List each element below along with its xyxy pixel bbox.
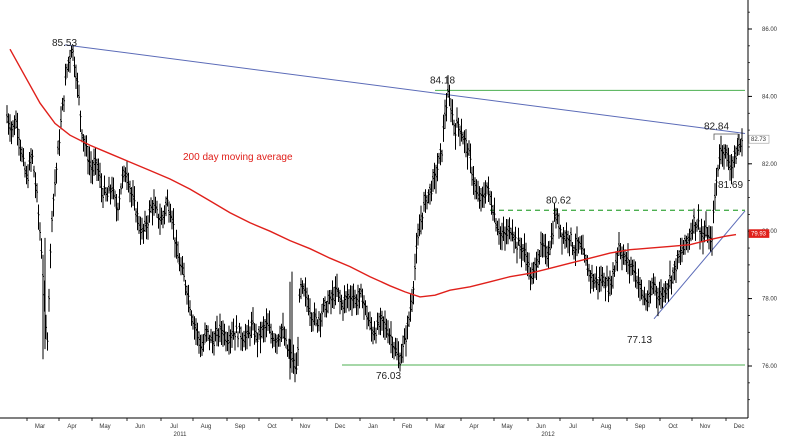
x-tick-label-9: Dec	[335, 424, 346, 430]
last-value-text-0: 82.73	[751, 137, 767, 143]
price-annotation-0: 85.53	[52, 38, 77, 49]
x-tick-label-13: Apr	[469, 424, 478, 430]
price-annotation-5: 77.13	[627, 335, 652, 346]
trendlines	[64, 44, 746, 320]
price-bars	[6, 45, 743, 383]
x-tick-label-0: Mar	[35, 424, 45, 430]
last-value-box-0	[748, 134, 770, 144]
y-axis-ticks: 86.00 84.00 82.00 80.00 78.00 76.00	[748, 11, 778, 401]
x-tick-label-20: Nov	[700, 424, 711, 430]
uptrend-trendline	[653, 210, 746, 320]
x-tick-label-6: Sep	[235, 424, 246, 430]
moving-average-label: 200 day moving average	[183, 152, 293, 163]
x-tick-label-2: May	[99, 424, 110, 430]
last-value-box-1	[748, 229, 770, 238]
x-tick-label-4: Jul	[170, 424, 178, 430]
last-value-labels: 82.73 79.93	[748, 134, 770, 238]
price-annotation-4: 81.69	[718, 180, 743, 191]
x-tick-label-10: Jan	[368, 424, 378, 430]
y-tick-label-0: 86.00	[762, 27, 778, 33]
x-tick-label-16: Jul	[569, 424, 577, 430]
annotations: 85.53 84.18 80.62 82.84 81.69 77.13 76.03	[52, 38, 743, 382]
x-tick-label-17: Aug	[601, 424, 612, 430]
price-annotation-2: 80.62	[546, 195, 571, 206]
x-tick-label-15: Jun	[536, 424, 546, 430]
x-tick-label-12: Mar	[435, 424, 445, 430]
last-value-text-1: 79.93	[751, 232, 767, 238]
x-year-label-1: 2012	[541, 432, 555, 438]
x-tick-label-7: Oct	[267, 424, 277, 430]
x-tick-label-14: May	[501, 424, 512, 430]
y-tick-label-2: 82.00	[762, 162, 778, 168]
moving-average-line	[9, 48, 737, 298]
x-tick-label-3: Jun	[135, 424, 145, 430]
x-tick-label-8: Nov	[300, 424, 311, 430]
x-tick-label-5: Aug	[201, 424, 212, 430]
x-year-label-0: 2011	[174, 432, 188, 438]
x-tick-label-18: Sep	[635, 424, 646, 430]
x-axis-ticks: Mar Apr May Jun Jul Aug Sep Oct Nov Dec Jan Feb Mar A…	[26, 418, 745, 438]
y-tick-label-4: 78.00	[762, 297, 778, 303]
downtrend-trendline	[64, 44, 746, 134]
y-tick-label-5: 76.00	[762, 364, 778, 370]
high-bracket	[713, 133, 739, 140]
x-tick-label-1: Apr	[67, 424, 76, 430]
price-annotation-6: 76.03	[376, 371, 401, 382]
moving-average	[9, 48, 737, 298]
x-tick-label-21: Dec	[734, 424, 745, 430]
price-series	[6, 45, 743, 383]
x-tick-label-19: Oct	[668, 424, 678, 430]
price-annotation-3: 82.84	[704, 122, 729, 133]
x-tick-label-11: Feb	[402, 424, 413, 430]
horizontal-levels	[342, 89, 745, 366]
y-tick-label-1: 84.00	[762, 94, 778, 100]
price-annotation-1: 84.18	[430, 75, 455, 86]
y-tick-label-3: 80.00	[762, 229, 778, 235]
